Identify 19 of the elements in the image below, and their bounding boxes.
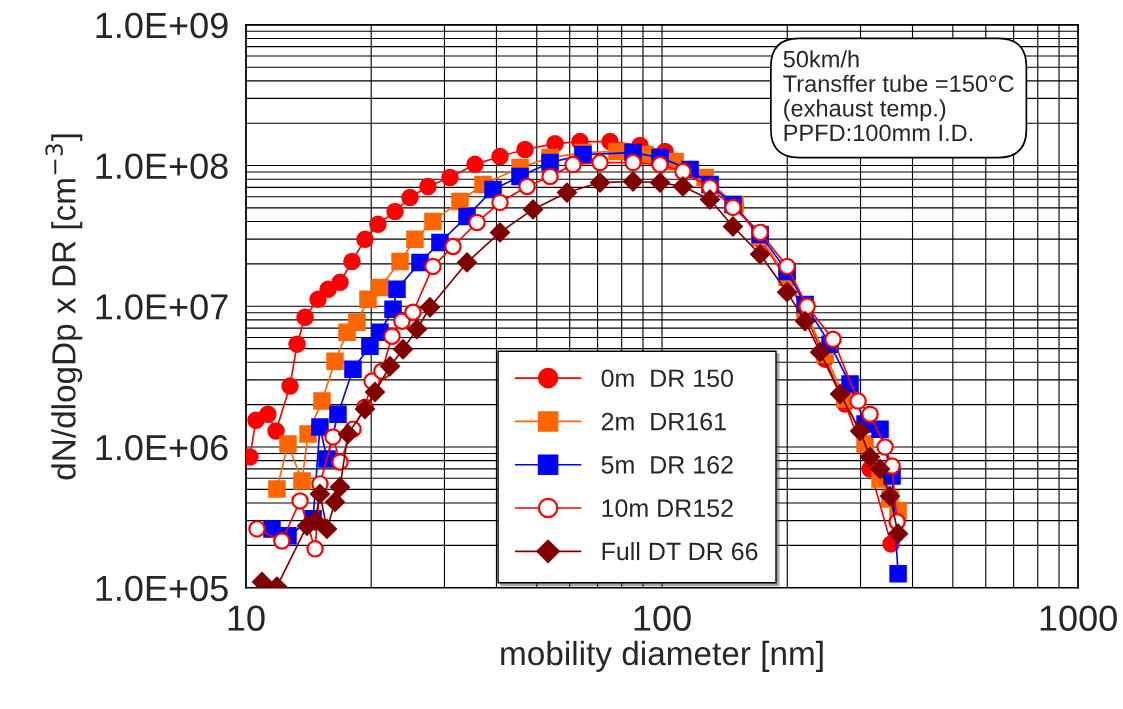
- y-tick-label: 1.0E+06: [96, 434, 228, 461]
- legend-label: 0m DR 150: [601, 369, 733, 388]
- x-axis-title: mobility diameter [nm]: [501, 640, 823, 672]
- x-tick-label: 1000: [1040, 605, 1117, 631]
- legend-label: 10m DR152: [602, 499, 733, 518]
- y-tick-label: 1.0E+05: [96, 575, 228, 602]
- annotation: 50km/h: [783, 50, 859, 68]
- y-tick-label: 1.0E+08: [96, 153, 228, 179]
- x-tick-label: 100: [634, 605, 691, 631]
- y-tick-label: 1.0E+07: [96, 294, 228, 320]
- annotation: PPFD:100mm I.D.: [784, 124, 973, 142]
- y-tick-label: 1.0E+09: [96, 12, 228, 39]
- y-axis-title: dN/dlogDp x DR [cm$^{−3}$]: [45, 134, 83, 480]
- annotation: (exhaust temp.): [784, 99, 946, 122]
- legend-label: 2m DR161: [601, 412, 726, 431]
- legend-label: 5m DR 162: [601, 456, 733, 474]
- legend-label: Full DT DR 66: [602, 541, 758, 561]
- annotation: Transffer tube =150°C: [783, 74, 1014, 93]
- x-tick-label: 10: [228, 605, 265, 631]
